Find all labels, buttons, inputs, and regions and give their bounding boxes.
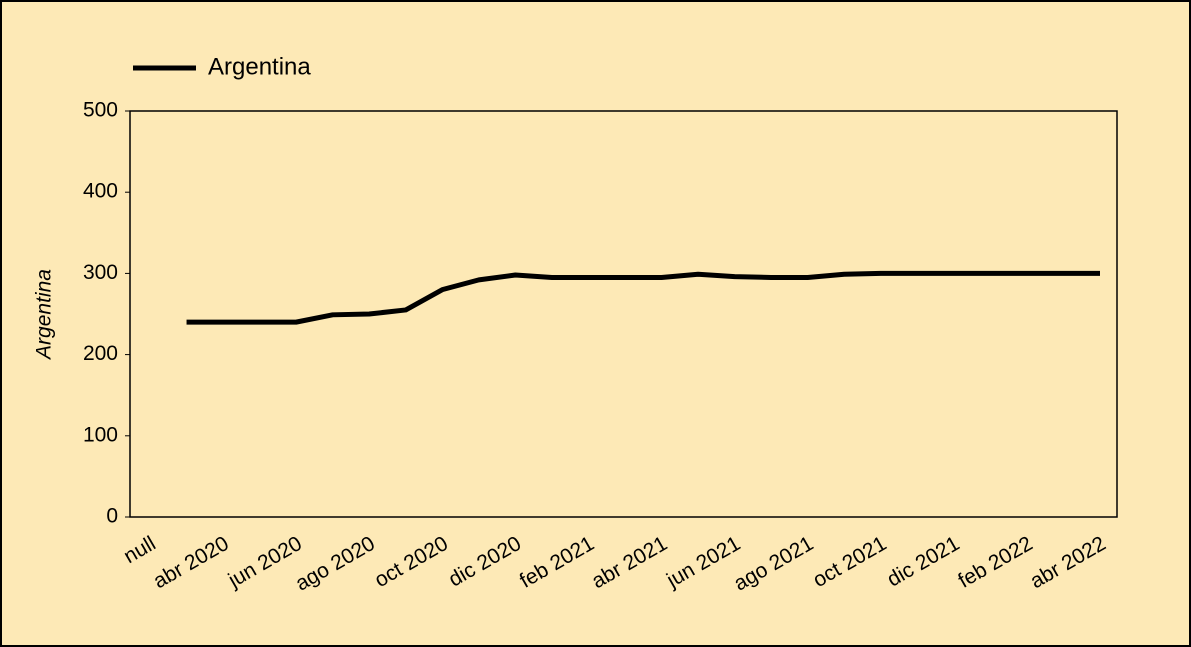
y-tick-label: 200 bbox=[83, 342, 118, 365]
legend-label: Argentina bbox=[208, 53, 311, 80]
y-tick-label: 500 bbox=[83, 99, 118, 122]
y-tick-label: 0 bbox=[106, 505, 118, 528]
y-axis-label: Argentina bbox=[33, 269, 56, 361]
y-tick-label: 300 bbox=[83, 261, 118, 284]
y-tick-label: 100 bbox=[83, 423, 118, 446]
plot-area bbox=[129, 110, 1118, 518]
line-series bbox=[186, 270, 1100, 325]
y-tick-label: 400 bbox=[83, 180, 118, 203]
